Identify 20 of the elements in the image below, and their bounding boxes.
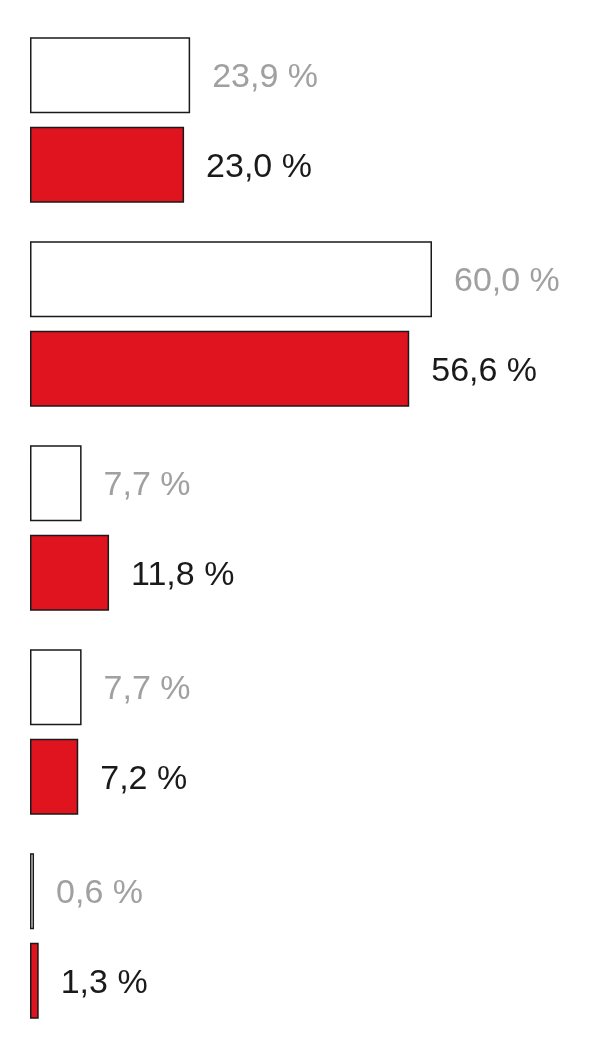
data-label: 7,7 % (103, 464, 191, 503)
bar (30, 445, 82, 522)
data-label: 0,6 % (56, 872, 143, 911)
bar (30, 853, 35, 930)
bar (30, 942, 39, 1019)
bar (30, 649, 82, 726)
bar (30, 241, 432, 318)
bar (30, 330, 410, 407)
bar (30, 738, 79, 815)
bar (30, 534, 110, 611)
data-label: 11,8 % (131, 553, 235, 592)
data-label: 7,7 % (103, 668, 191, 707)
data-label: 1,3 % (60, 961, 148, 1000)
data-label: 7,2 % (100, 757, 188, 796)
bar (30, 37, 191, 114)
data-label: 56,6 % (431, 349, 538, 388)
data-label: 60,0 % (454, 260, 560, 299)
bar (30, 126, 185, 203)
data-label: 23,0 % (206, 145, 312, 184)
data-label: 23,9 % (212, 56, 318, 95)
